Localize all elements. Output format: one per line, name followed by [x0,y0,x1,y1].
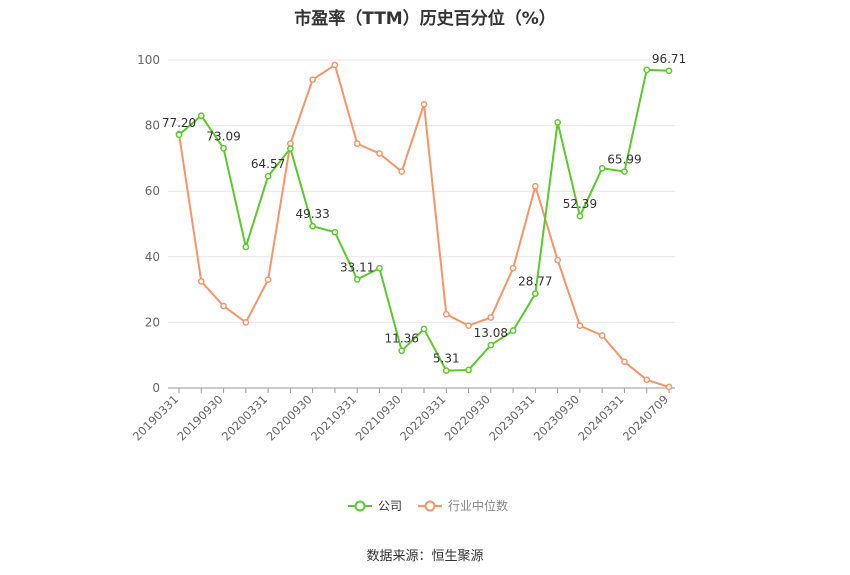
data-label: 11.36 [385,332,419,346]
data-label: 65.99 [607,153,641,167]
y-tick-label: 40 [145,250,160,264]
series-1-point [353,140,361,147]
data-label-layer: 77.20 73.09 64.57 49.33 33.11 11.36 5.31 13.08 2… [162,52,686,366]
data-source: 数据来源：恒生聚源 [366,549,484,564]
series-1-point [621,358,628,366]
legend-label-0: 公司 [378,499,402,513]
series-1-point [598,332,606,339]
y-tick-label: 20 [145,315,160,329]
series-0-point [665,67,673,75]
series-1-point [576,322,584,330]
y-tick-label: 0 [152,381,160,395]
x-tick-label: 20190331 [130,392,181,443]
series-0-point [398,347,406,355]
x-tick-label: 20210331 [308,392,359,443]
legend-marker-0 [354,500,366,512]
series-1-point [487,314,495,321]
series-0-point [242,243,250,251]
series-0-point [376,264,383,272]
x-tick-label: 20240709 [620,392,671,443]
x-tick-label: 20230930 [531,392,582,443]
series-0-point [598,164,606,172]
series-1-point [264,276,272,284]
series-0-point [465,366,472,374]
data-label: 49.33 [295,207,329,221]
x-tick-label: 20190930 [174,392,225,443]
legend-marker-1 [424,500,436,512]
legend: 公司 行业中位数 [348,498,508,513]
series-0-point [576,212,584,220]
series-1-point [309,76,316,84]
x-tick-label: 20220930 [442,392,493,443]
series-0-point [220,144,227,152]
series-0-point [353,276,361,283]
legend-label-1: 行业中位数 [448,498,508,513]
data-label: 96.71 [652,52,686,66]
series-0-point [331,228,339,236]
series-1-point [220,302,227,310]
series-0-point [509,327,517,334]
series-1-point [465,322,472,330]
axis-layer: 0 20 40 60 80 100 2019033120190930202003312020… [130,53,675,444]
data-label: 77.20 [162,116,196,130]
y-tick-label: 60 [145,184,160,198]
series-1-point [665,383,673,391]
series-1-point [643,376,651,384]
series-1-point [532,182,539,190]
series-1-point [398,168,406,175]
series-1-point [242,319,250,326]
series-1-point [197,278,205,285]
series-line-0 [178,68,670,372]
series-0-point [532,290,539,297]
series-0-point [442,367,450,374]
series-0-point [175,131,183,139]
y-tick-label: 80 [145,119,160,133]
series-1-point [509,264,517,272]
data-label: 33.11 [340,260,374,274]
series-0-point [264,172,272,180]
series-0-point [621,168,628,175]
series-1-point [376,150,383,157]
series-layer [175,61,673,391]
series-0-point [643,66,651,74]
series-0-point [287,145,294,152]
data-label: 5.31 [433,352,460,366]
x-tick-label: 20220331 [397,392,448,443]
grid-layer [168,59,675,323]
series-1-point [554,256,561,264]
data-label: 64.57 [251,157,285,171]
y-tick-label: 100 [137,53,160,67]
x-tick-label: 20240331 [575,392,626,443]
series-1-point [420,100,428,108]
series-0-point [554,118,561,126]
data-label: 28.77 [518,275,552,289]
x-tick-label: 20210930 [353,392,404,443]
series-1-point [442,310,450,318]
data-label: 13.08 [474,326,508,340]
x-tick-label: 20230331 [486,392,537,443]
series-0-point [487,341,495,349]
chart-title: 市盈率（TTM）历史百分位（%） [294,9,556,29]
series-0-point [420,325,428,333]
data-label: 73.09 [206,129,240,143]
series-1-point [331,61,339,69]
series-0-point [309,222,316,230]
series-0-point [197,112,205,120]
x-tick-label: 20200331 [219,392,270,443]
data-label: 52.39 [563,197,597,211]
x-tick-label: 20200930 [263,392,314,443]
